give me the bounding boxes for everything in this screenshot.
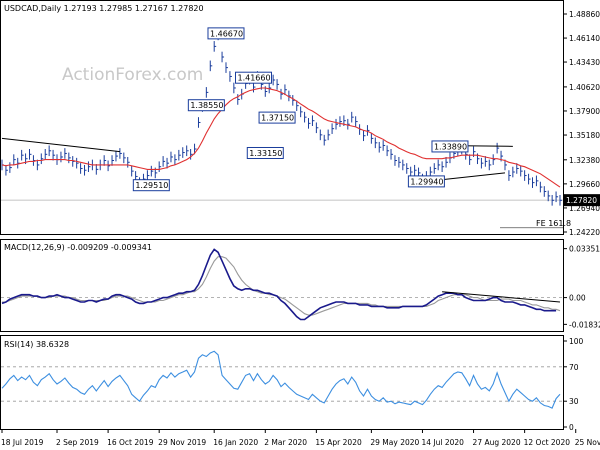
- price-annotation-box: [431, 140, 469, 153]
- price-panel-title: USDCAD,Daily 1.27193 1.27985 1.27167 1.2…: [4, 4, 204, 13]
- rsi-panel-frame: [0, 335, 564, 430]
- y-tick-label: 1.29660: [569, 180, 600, 189]
- y-tick-label: 0: [569, 423, 574, 432]
- macd-line: [1, 248, 557, 321]
- x-tick-label: 25 Nov 2020: [575, 438, 600, 447]
- x-axis: 18 Jul 2019 2 Sep 2019 16 Oct 2019 29 Nov 2…: [1, 429, 600, 447]
- x-tick-label: 12 Oct 2020: [524, 438, 571, 447]
- x-tick-label: 29 Nov 2019: [158, 438, 206, 447]
- price-annotation-label: 1.29940: [410, 177, 443, 186]
- trendline: [442, 291, 561, 303]
- rsi-panel-title: RSI(14) 38.6328: [4, 340, 69, 349]
- y-tick-label: 1.37900: [569, 107, 600, 116]
- x-tick-label: 18 Jul 2019: [1, 438, 44, 447]
- price-panel-frame: [0, 0, 564, 235]
- price-annotation-box: [132, 179, 170, 192]
- last-price-label: 1.27820: [566, 196, 597, 205]
- price-panel: ActionForex.com USDCAD,Daily 1.27193 1.2…: [0, 0, 600, 237]
- x-tick-label: 27 Aug 2020: [473, 438, 521, 447]
- price-annotation-label: 1.33890: [434, 142, 467, 151]
- price-annotation-box: [258, 111, 296, 124]
- y-tick-label: 1.24220: [569, 228, 600, 237]
- price-annotation-label: 1.41660: [237, 74, 270, 83]
- x-tick-label: 14 Jul 2020: [421, 438, 464, 447]
- x-tick-label: 16 Jan 2020: [213, 438, 258, 447]
- price-annotation-box: [234, 71, 272, 84]
- y-tick-label: -0.018324: [569, 320, 600, 329]
- y-tick-label: 30: [569, 397, 579, 406]
- watermark: ActionForex.com: [62, 65, 203, 85]
- ma-line: [1, 87, 561, 188]
- x-tick-label: 2 Mar 2020: [264, 438, 307, 447]
- price-annotation-label: 1.33150: [249, 149, 282, 158]
- y-tick-label: 1.48860: [569, 10, 600, 19]
- macd-panel: MACD(12,26,9) -0.009209 -0.009341 0.0335…: [0, 239, 600, 332]
- fe-label: FE 161.8: [536, 219, 571, 228]
- x-tick-label: 29 May 2020: [370, 438, 419, 447]
- y-tick-label: 0.033515: [569, 245, 600, 254]
- price-annotation-box: [407, 175, 445, 188]
- macd-panel-title: MACD(12,26,9) -0.009209 -0.009341: [4, 243, 152, 252]
- price-annotation-label: 1.46670: [210, 29, 243, 38]
- trendline: [1, 137, 120, 153]
- macd-panel-frame: [0, 239, 564, 332]
- price-annotation-box: [187, 99, 225, 112]
- price-annotation-label: 1.37150: [261, 114, 294, 123]
- x-tick-label: 16 Oct 2019: [107, 438, 154, 447]
- x-tick-label: 2 Sep 2019: [56, 438, 99, 447]
- price-annotation-label: 1.38550: [190, 101, 223, 110]
- rsi-line: [1, 350, 561, 409]
- price-annotation-box: [246, 146, 284, 159]
- price-annotation-label: 1.29510: [135, 181, 168, 190]
- y-tick-label: 70: [569, 363, 579, 372]
- y-tick-label: 1.43430: [569, 58, 600, 67]
- y-tick-label: 1.46140: [569, 34, 600, 43]
- y-tick-label: 1.40620: [569, 83, 600, 92]
- rsi-panel: RSI(14) 38.6328 100 70 30 0: [0, 335, 584, 432]
- x-tick-label: 15 Apr 2020: [315, 438, 362, 447]
- y-tick-label: 1.32380: [569, 156, 600, 165]
- y-tick-label: 0.00: [569, 294, 586, 303]
- y-tick-label: 1.35180: [569, 131, 600, 140]
- y-tick-label: 1.26940: [569, 204, 600, 213]
- signal-line: [2, 256, 561, 316]
- y-tick-label: 100: [569, 337, 584, 346]
- price-annotation-box: [207, 27, 245, 40]
- last-price-box: [563, 194, 600, 207]
